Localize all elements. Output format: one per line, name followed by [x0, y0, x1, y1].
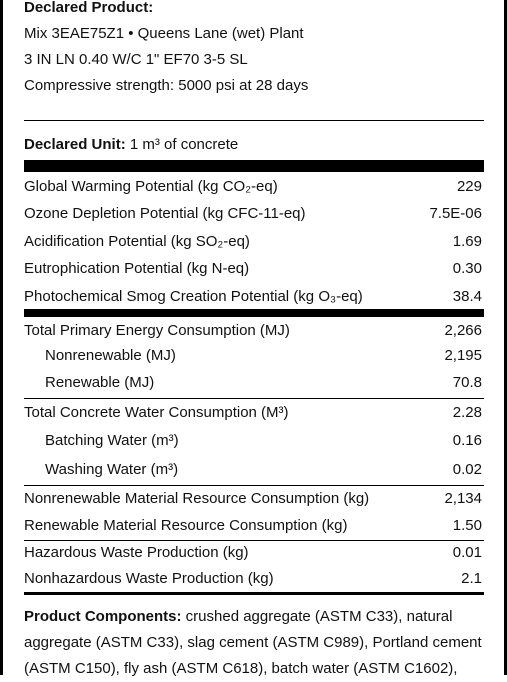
value: 38.4 — [452, 288, 482, 305]
value: 2,195 — [444, 347, 482, 364]
row-label: Nonhazardous Waste Production (kg) — [24, 570, 274, 587]
value: 2.28 — [452, 404, 482, 421]
row-label: Total Concrete Water Consumption (M³) — [24, 404, 289, 421]
product-components: Product Components: crushed aggregate (A… — [24, 604, 486, 682]
declared-unit: Declared Unit: 1 m³ of concrete — [24, 135, 238, 155]
value: 0.02 — [452, 461, 482, 478]
rule — [24, 309, 484, 317]
declared-unit-value: 1 m³ of concrete — [129, 136, 239, 153]
row-label: Eutrophication Potential (kg N-eq) — [24, 260, 250, 277]
rule — [24, 592, 484, 595]
value: 2,134 — [444, 490, 482, 507]
border — [0, 0, 3, 675]
sub-row-label: Washing Water (m³) — [45, 461, 179, 478]
rule — [24, 120, 484, 121]
border — [504, 0, 507, 675]
declared-product-label: Declared Product: — [24, 0, 154, 16]
value: 70.8 — [452, 374, 482, 391]
declared-unit-label: Declared Unit: — [24, 136, 126, 153]
rule — [24, 485, 484, 486]
row-label: Ozone Depletion Potential (kg CFC-11-eq) — [24, 205, 306, 222]
declared-product-line: 3 IN LN 0.40 W/C 1" EF70 3-5 SL — [24, 51, 248, 68]
value: 1.50 — [452, 517, 482, 534]
declared-product-line: Mix 3EAE75Z1 • Queens Lane (wet) Plant — [24, 25, 304, 42]
value: 2,266 — [444, 322, 482, 339]
sub-row-label: Batching Water (m³) — [45, 432, 179, 449]
row-label: Hazardous Waste Production (kg) — [24, 544, 249, 561]
rule — [24, 398, 484, 399]
row-label: Photochemical Smog Creation Potential (k… — [24, 288, 363, 305]
sub-row-label: Renewable (MJ) — [45, 374, 155, 391]
rule — [24, 540, 484, 541]
sub-row-label: Nonrenewable (MJ) — [45, 347, 176, 364]
value: 0.16 — [452, 432, 482, 449]
row-label: Acidification Potential (kg SO₂-eq) — [24, 233, 250, 250]
product-components-text: crushed aggregate (ASTM C33), natural ag… — [24, 608, 482, 677]
value: 0.30 — [452, 260, 482, 277]
product-components-label: Product Components: — [24, 608, 182, 625]
value: 7.5E-06 — [429, 205, 482, 222]
rule — [24, 160, 484, 172]
value: 0.01 — [452, 544, 482, 561]
row-label: Global Warming Potential (kg CO₂-eq) — [24, 178, 278, 195]
row-label: Total Primary Energy Consumption (MJ) — [24, 322, 290, 339]
declared-product-line: Compressive strength: 5000 psi at 28 day… — [24, 77, 309, 94]
value: 229 — [456, 178, 482, 195]
value: 1.69 — [452, 233, 482, 250]
row-label: Nonrenewable Material Resource Consumpti… — [24, 490, 370, 507]
value: 2.1 — [461, 570, 482, 587]
row-label: Renewable Material Resource Consumption … — [24, 517, 348, 534]
